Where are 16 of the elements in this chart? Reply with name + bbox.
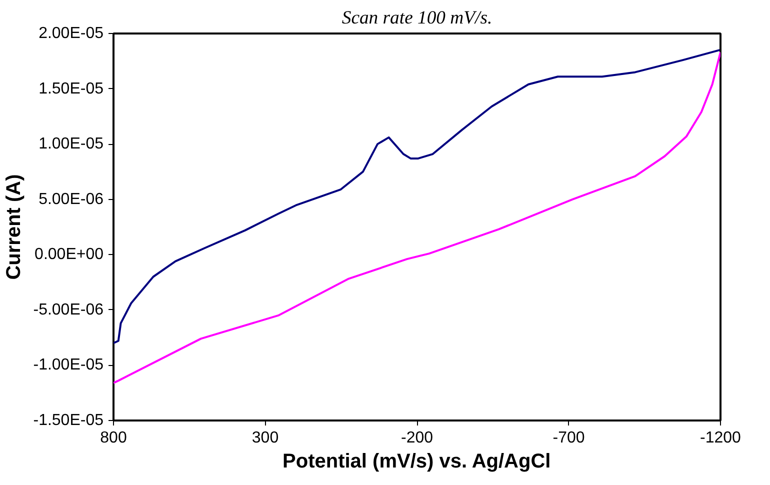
y-tick-label: 0.00E+00 — [34, 246, 104, 264]
x-tick-label: -200 — [400, 430, 434, 446]
y-axis-title: Current (A) — [3, 174, 26, 280]
y-tick-label: 2.00E-05 — [38, 25, 104, 42]
y-tick-label: 1.00E-05 — [38, 136, 104, 153]
x-tick-label: 800 — [100, 430, 127, 446]
text: Scan rate 100 mV/s. — [342, 8, 492, 28]
x-axis-title: Potential (mV/s) vs. Ag/AgCl — [282, 450, 551, 472]
y-tick-label: 1.50E-05 — [38, 80, 104, 98]
x-tick-label: -700 — [552, 430, 585, 446]
y-tick-label: -5.00E-06 — [33, 301, 104, 318]
y-tick-label: -1.50E-05 — [33, 412, 104, 429]
x-tick-label: -1200 — [700, 430, 742, 446]
y-tick-label: -1.00E-05 — [33, 356, 104, 374]
x-tick-label: 300 — [252, 430, 279, 446]
y-tick-label: 5.00E-06 — [38, 190, 104, 208]
